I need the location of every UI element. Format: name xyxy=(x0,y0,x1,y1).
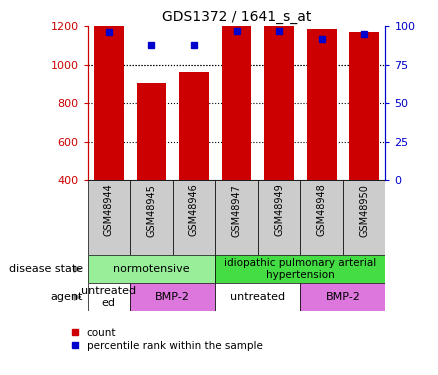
FancyBboxPatch shape xyxy=(130,283,215,311)
Text: GSM48947: GSM48947 xyxy=(232,184,241,237)
Text: GSM48946: GSM48946 xyxy=(189,184,199,237)
Text: GSM48945: GSM48945 xyxy=(146,184,156,237)
FancyBboxPatch shape xyxy=(343,180,385,255)
Bar xyxy=(137,83,166,180)
Text: untreated: untreated xyxy=(230,292,285,302)
FancyBboxPatch shape xyxy=(300,283,385,311)
Text: disease state: disease state xyxy=(9,264,83,274)
Text: GSM48944: GSM48944 xyxy=(104,184,114,237)
FancyBboxPatch shape xyxy=(215,255,385,283)
Text: BMP-2: BMP-2 xyxy=(325,292,360,302)
Text: BMP-2: BMP-2 xyxy=(155,292,190,302)
Bar xyxy=(264,0,294,180)
Bar xyxy=(349,32,379,180)
Title: GDS1372 / 1641_s_at: GDS1372 / 1641_s_at xyxy=(162,10,311,24)
Text: agent: agent xyxy=(51,292,83,302)
Text: normotensive: normotensive xyxy=(113,264,190,274)
FancyBboxPatch shape xyxy=(215,283,300,311)
Text: GSM48948: GSM48948 xyxy=(317,184,327,237)
Legend: count, percentile rank within the sample: count, percentile rank within the sample xyxy=(71,328,262,351)
Text: GSM48950: GSM48950 xyxy=(359,184,369,237)
FancyBboxPatch shape xyxy=(88,180,130,255)
FancyBboxPatch shape xyxy=(130,180,173,255)
FancyBboxPatch shape xyxy=(88,255,215,283)
Bar xyxy=(94,24,124,180)
Bar xyxy=(179,72,209,180)
FancyBboxPatch shape xyxy=(300,180,343,255)
Bar xyxy=(307,29,336,180)
Bar xyxy=(222,0,251,180)
FancyBboxPatch shape xyxy=(215,180,258,255)
FancyBboxPatch shape xyxy=(173,180,215,255)
Text: GSM48949: GSM48949 xyxy=(274,184,284,237)
Text: idiopathic pulmonary arterial
hypertension: idiopathic pulmonary arterial hypertensi… xyxy=(224,258,377,280)
FancyBboxPatch shape xyxy=(258,180,300,255)
FancyBboxPatch shape xyxy=(88,283,130,311)
Text: untreated
ed: untreated ed xyxy=(81,286,136,308)
